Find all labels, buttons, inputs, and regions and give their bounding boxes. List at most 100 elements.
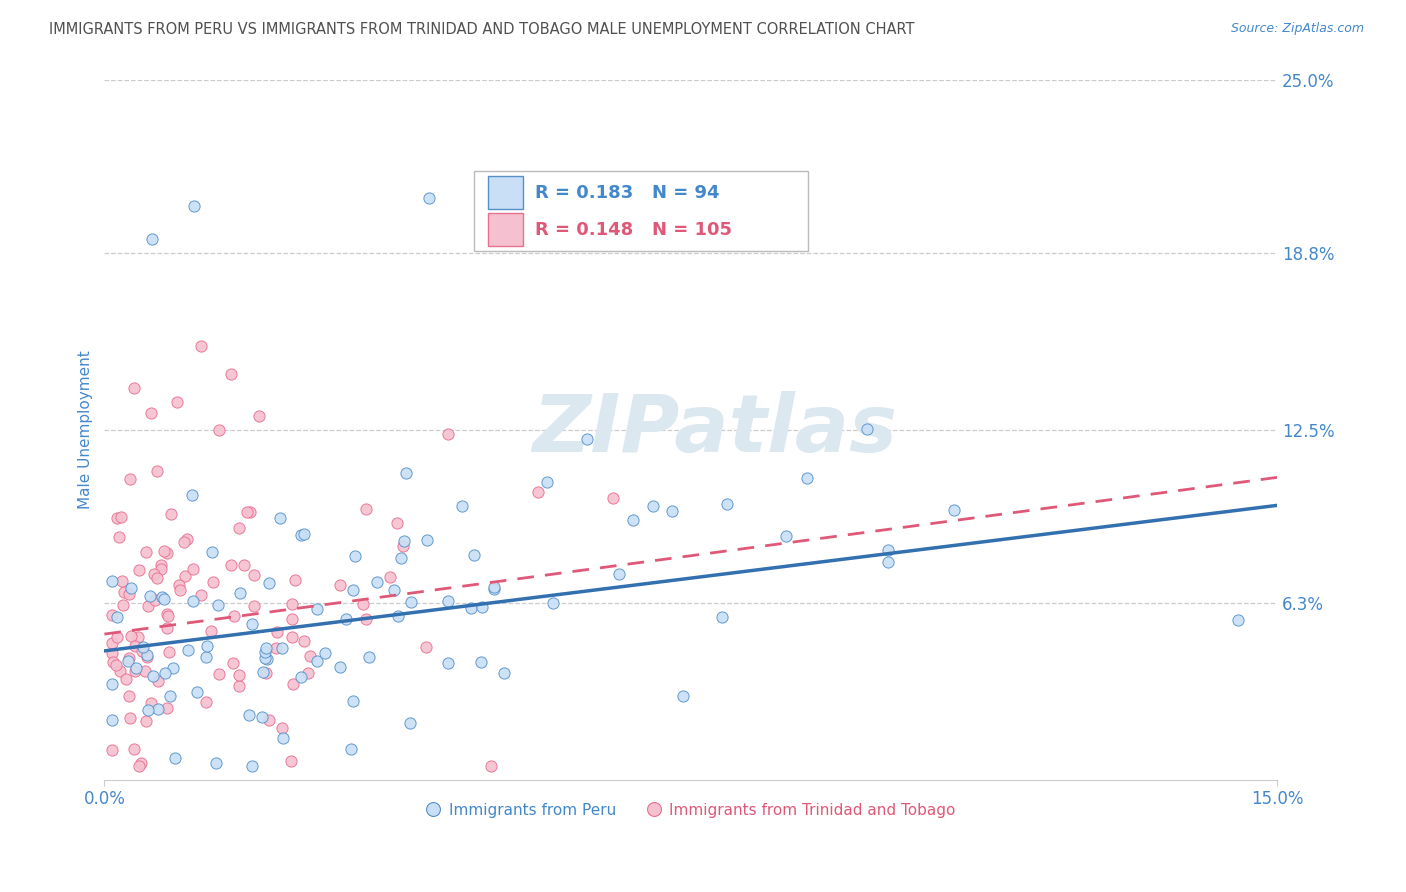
Point xyxy=(264,640,287,655)
Point xyxy=(166,394,188,409)
Point xyxy=(243,599,266,613)
Point xyxy=(238,707,260,722)
Point xyxy=(382,583,405,598)
Point xyxy=(437,427,460,442)
Point xyxy=(672,690,695,704)
Point xyxy=(252,665,274,680)
Point xyxy=(157,645,180,659)
Text: ZIPatlas: ZIPatlas xyxy=(531,391,897,469)
Point xyxy=(101,636,124,650)
Point xyxy=(256,652,278,666)
Point xyxy=(471,599,494,614)
Point xyxy=(437,656,460,670)
Point xyxy=(242,758,264,772)
Point xyxy=(122,381,145,395)
Point xyxy=(253,645,276,659)
Point xyxy=(176,533,198,547)
Point xyxy=(146,701,169,715)
Point xyxy=(271,731,294,745)
Point xyxy=(108,530,131,544)
Point xyxy=(136,599,159,613)
Point xyxy=(139,589,162,603)
Point xyxy=(149,558,172,572)
Point xyxy=(290,528,312,542)
Point xyxy=(643,499,665,513)
Point xyxy=(354,612,377,626)
Point xyxy=(145,571,167,585)
Bar xyxy=(488,176,523,210)
Text: R = 0.148   N = 105: R = 0.148 N = 105 xyxy=(534,220,733,239)
Point xyxy=(159,689,181,703)
Point xyxy=(157,608,180,623)
Point xyxy=(541,596,564,610)
Text: R = 0.183   N = 94: R = 0.183 N = 94 xyxy=(534,184,720,202)
Point xyxy=(378,569,401,583)
Point xyxy=(208,423,231,437)
Point xyxy=(181,594,204,608)
Point xyxy=(195,650,218,665)
Point xyxy=(1227,613,1250,627)
Point xyxy=(195,640,218,654)
Point xyxy=(482,580,505,594)
Point xyxy=(181,562,204,576)
Point xyxy=(143,567,166,582)
Point xyxy=(156,607,179,621)
Point xyxy=(104,658,127,673)
Point xyxy=(105,510,128,524)
Point xyxy=(280,754,302,768)
Point xyxy=(335,612,357,626)
Point xyxy=(416,533,439,547)
Point xyxy=(219,558,242,572)
Point xyxy=(136,648,159,663)
Point xyxy=(101,676,124,690)
Point xyxy=(152,544,174,558)
Point xyxy=(222,609,245,624)
Point xyxy=(314,646,336,660)
Point xyxy=(173,534,195,549)
Point xyxy=(281,677,304,691)
Point xyxy=(169,583,191,598)
Point xyxy=(352,597,374,611)
Point xyxy=(575,432,598,446)
Point xyxy=(143,592,166,607)
Point xyxy=(240,617,263,632)
Point xyxy=(135,714,157,729)
Point xyxy=(110,664,132,678)
Point xyxy=(221,367,243,381)
Point xyxy=(250,710,273,724)
Point xyxy=(387,608,409,623)
Point xyxy=(162,661,184,675)
Point xyxy=(135,545,157,559)
Point xyxy=(150,590,173,604)
Text: Source: ZipAtlas.com: Source: ZipAtlas.com xyxy=(1230,22,1364,36)
Point xyxy=(228,521,250,535)
Point xyxy=(118,472,141,486)
Point xyxy=(153,665,176,680)
Point xyxy=(254,641,277,656)
Point xyxy=(195,695,218,709)
Point xyxy=(298,648,321,663)
Point xyxy=(155,621,177,635)
Text: IMMIGRANTS FROM PERU VS IMMIGRANTS FROM TRINIDAD AND TOBAGO MALE UNEMPLOYMENT CO: IMMIGRANTS FROM PERU VS IMMIGRANTS FROM … xyxy=(49,22,915,37)
Point xyxy=(359,650,381,665)
Point xyxy=(149,562,172,576)
Point xyxy=(290,670,312,684)
Point xyxy=(186,685,208,699)
Point xyxy=(222,656,245,670)
Point xyxy=(239,505,262,519)
Point xyxy=(418,190,440,204)
Point xyxy=(856,421,879,435)
Point xyxy=(138,703,160,717)
Point xyxy=(101,743,124,757)
Point xyxy=(124,639,146,653)
Point xyxy=(118,711,141,725)
Point xyxy=(270,721,292,735)
Bar xyxy=(488,213,523,246)
Point xyxy=(297,666,319,681)
Point xyxy=(399,595,422,609)
Point xyxy=(796,471,818,485)
Point xyxy=(307,655,329,669)
Point xyxy=(146,464,169,478)
Point xyxy=(876,543,898,558)
Point xyxy=(128,564,150,578)
